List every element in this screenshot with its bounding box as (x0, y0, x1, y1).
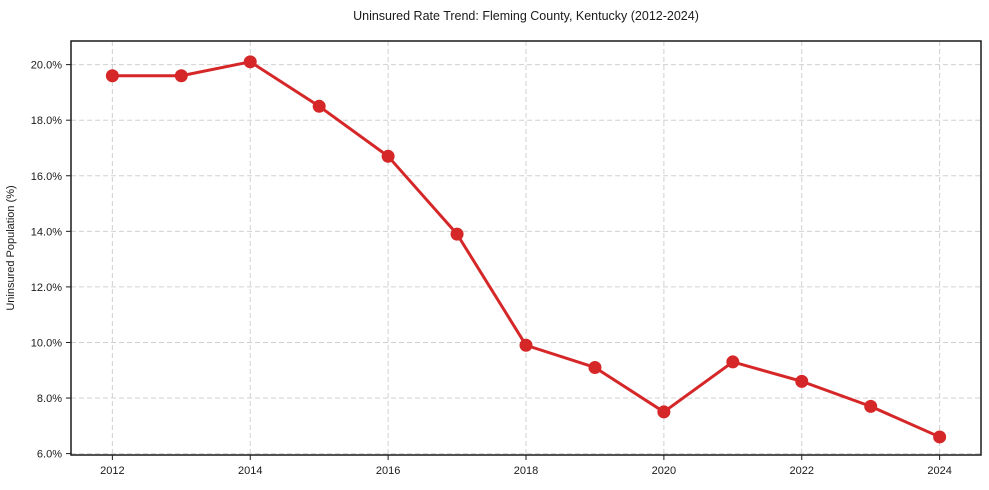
data-point-marker (243, 55, 257, 69)
data-point-marker (105, 69, 119, 83)
x-tick-label: 2012 (100, 465, 124, 477)
data-point-marker (450, 227, 464, 241)
plot-border (70, 40, 982, 456)
x-tick-label: 2014 (238, 465, 262, 477)
data-point-marker (519, 338, 533, 352)
data-point-marker (174, 69, 188, 83)
data-point-marker (933, 430, 947, 444)
x-tick-label: 2022 (790, 465, 814, 477)
chart-title: Uninsured Rate Trend: Fleming County, Ke… (353, 9, 699, 23)
y-tick-label: 20.0% (31, 60, 62, 72)
y-tick-label: 8.0% (37, 393, 62, 405)
data-point-marker (381, 149, 395, 163)
y-tick-label: 18.0% (31, 115, 62, 127)
y-tick-label: 10.0% (31, 337, 62, 349)
y-tick-label: 16.0% (31, 171, 62, 183)
y-tick-label: 14.0% (31, 226, 62, 238)
x-tick-label: 2018 (514, 465, 538, 477)
data-point-marker (864, 399, 878, 413)
data-point-marker (795, 374, 809, 388)
data-point-marker (588, 360, 602, 374)
y-tick-label: 6.0% (37, 449, 62, 461)
x-tick-label: 2020 (652, 465, 676, 477)
y-axis-label: Uninsured Population (%) (5, 185, 17, 310)
plot-area: 2012 2014 2016 2018 2020 2022 2024 6.0% 8.0% 10.0… (31, 40, 982, 477)
y-tick-label: 12.0% (31, 282, 62, 294)
x-tick-label: 2024 (927, 465, 951, 477)
data-point-marker (726, 355, 740, 369)
x-tick-label: 2016 (376, 465, 400, 477)
data-point-marker (312, 99, 326, 113)
data-point-marker (657, 405, 671, 419)
